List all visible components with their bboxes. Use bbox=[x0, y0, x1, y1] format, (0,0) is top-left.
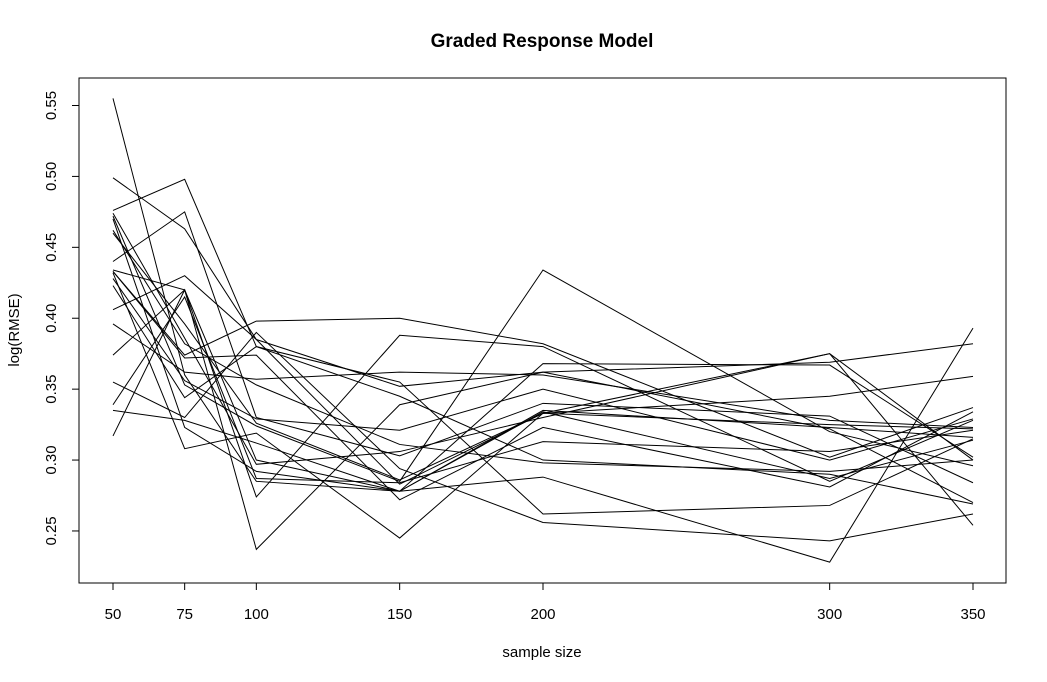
series-line-1 bbox=[112, 98, 974, 492]
x-axis: 50 75 100 150 200 300 350 bbox=[105, 582, 986, 623]
y-tick-label: 0.40 bbox=[43, 304, 60, 333]
x-tick-label: 300 bbox=[817, 606, 842, 623]
y-tick-label: 0.45 bbox=[43, 233, 60, 262]
y-tick-label: 0.55 bbox=[43, 91, 60, 120]
series-line-11 bbox=[112, 271, 974, 458]
y-tick-label: 0.50 bbox=[43, 162, 60, 191]
x-tick-label: 350 bbox=[960, 606, 985, 623]
series-line-15 bbox=[112, 275, 974, 504]
y-tick-label: 0.30 bbox=[43, 445, 60, 474]
y-axis: 0.25 0.30 0.35 0.40 0.45 0.50 0.55 bbox=[43, 91, 80, 546]
series-line-19 bbox=[112, 295, 974, 484]
series-line-3 bbox=[112, 178, 974, 505]
x-axis-label: sample size bbox=[502, 644, 581, 661]
series-line-9 bbox=[112, 211, 974, 484]
x-tick-label: 100 bbox=[244, 606, 269, 623]
plot-frame bbox=[78, 77, 1007, 584]
series-line-17 bbox=[112, 288, 974, 498]
series-line-4 bbox=[112, 213, 974, 526]
x-tick-label: 150 bbox=[387, 606, 412, 623]
y-tick-label: 0.25 bbox=[43, 516, 60, 545]
x-tick-label: 75 bbox=[176, 606, 193, 623]
series-line-18 bbox=[112, 331, 974, 542]
series-line-12 bbox=[112, 272, 974, 539]
y-tick-label: 0.35 bbox=[43, 375, 60, 404]
y-axis-label: log(RMSE) bbox=[6, 293, 23, 366]
series-line-22 bbox=[112, 271, 974, 501]
series-line-7 bbox=[112, 230, 974, 472]
series-lines bbox=[112, 98, 974, 563]
chart-title: Graded Response Model bbox=[431, 31, 654, 52]
series-line-14 bbox=[112, 285, 974, 515]
series-line-8 bbox=[112, 232, 974, 481]
x-tick-label: 200 bbox=[530, 606, 555, 623]
series-line-21 bbox=[112, 288, 974, 492]
x-tick-label: 50 bbox=[105, 606, 122, 623]
series-line-13 bbox=[112, 278, 974, 461]
series-line-16 bbox=[112, 323, 974, 428]
series-line-5 bbox=[112, 215, 974, 482]
